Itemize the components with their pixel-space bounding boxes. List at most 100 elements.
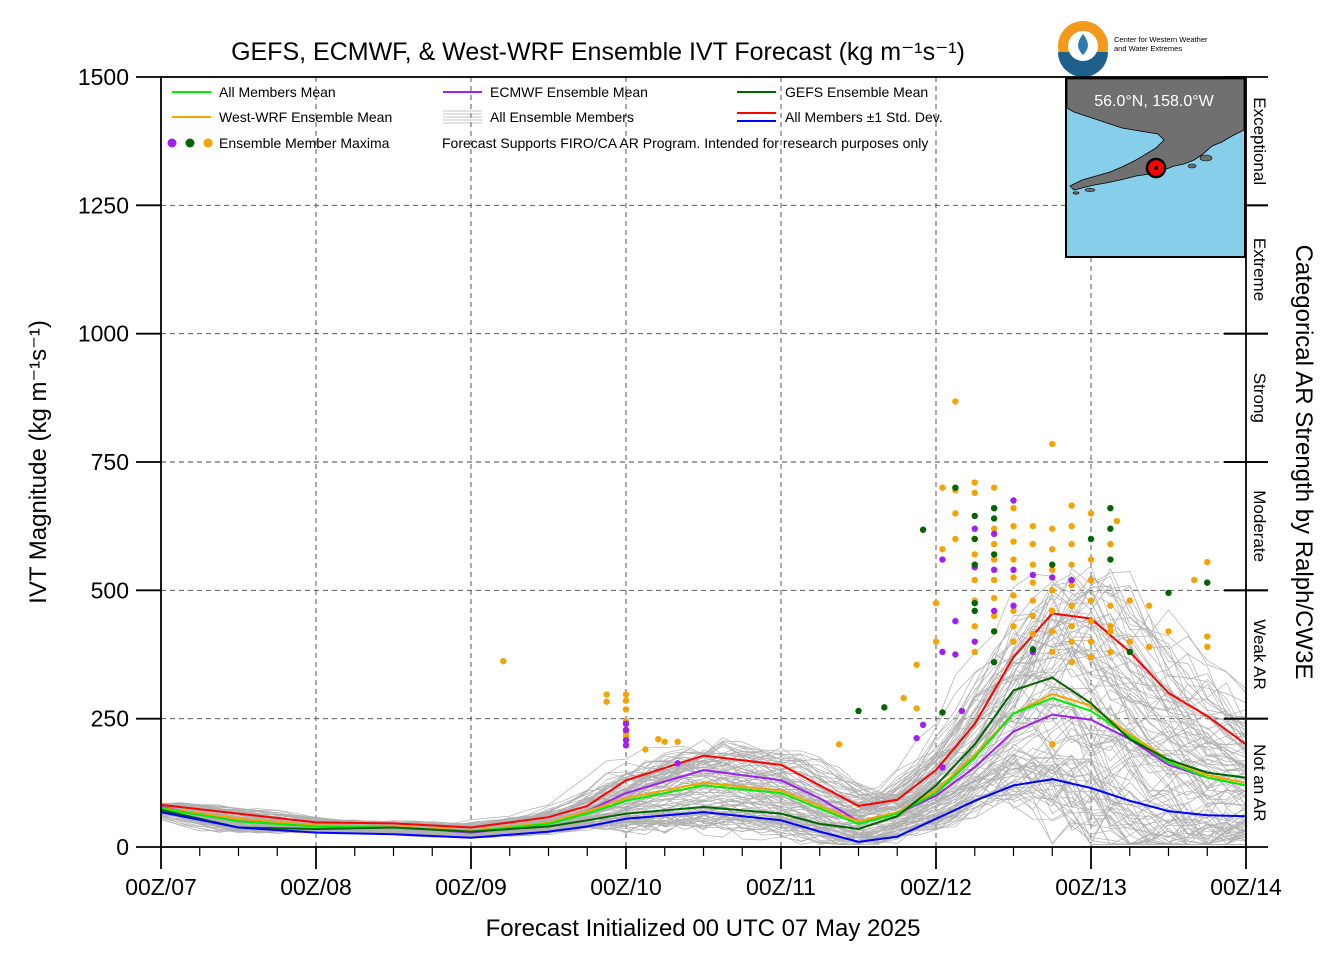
maxima-point-ecmwf (913, 734, 920, 742)
maxima-point-westwrf (1049, 648, 1056, 656)
maxima-point-westwrf (1029, 579, 1037, 586)
maxima-point-westwrf (1165, 628, 1172, 635)
maxima-point-westwrf (1068, 502, 1075, 509)
maxima-point-westwrf (971, 576, 978, 584)
maxima-point-westwrf (1107, 602, 1114, 609)
maxima-point-westwrf (1068, 582, 1075, 589)
maxima-point-westwrf (1010, 522, 1017, 530)
maxima-point-gefs (939, 709, 946, 716)
maxima-point-ecmwf (1049, 574, 1056, 581)
maxima-point-ecmwf (952, 651, 959, 658)
maxima-point-westwrf (1068, 561, 1075, 568)
inset-map: 56.0°N, 158.0°W (1065, 77, 1246, 258)
maxima-point-westwrf (990, 576, 998, 584)
maxima-point-westwrf (655, 736, 662, 743)
x-tick-label: 00Z/13 (1055, 874, 1127, 900)
legend-swatch-maxima-westwrf (203, 138, 213, 148)
maxima-point-westwrf (1010, 538, 1017, 545)
y-axis-title: IVT Magnitude (kg m⁻¹s⁻¹) (25, 320, 52, 604)
maxima-point-westwrf (1145, 602, 1153, 609)
maxima-point-westwrf (1029, 540, 1037, 548)
series-lines (160, 612, 1247, 843)
logo-text-line2: and Water Extremes (1114, 44, 1182, 53)
y-tick-label: 1000 (78, 321, 129, 347)
legend-gefs-mean: GEFS Ensemble Mean (785, 84, 928, 100)
maxima-point-ecmwf (622, 720, 630, 727)
maxima-point-westwrf (1087, 653, 1095, 661)
maxima-point-westwrf (971, 479, 978, 486)
member-line (160, 585, 1247, 827)
series-all-members-1-std-dev (160, 778, 1247, 843)
maxima-point-gefs (1204, 579, 1211, 586)
category-label: Moderate (1250, 490, 1269, 562)
maxima-point-westwrf (932, 599, 940, 607)
maxima-point-westwrf (1107, 648, 1114, 656)
maxima-point-ecmwf (990, 530, 998, 538)
x-axis-title: Forecast Initialized 00 UTC 07 May 2025 (486, 915, 921, 942)
maxima-point-westwrf (622, 697, 630, 704)
member-line (160, 652, 1247, 830)
maxima-point-westwrf (990, 484, 998, 491)
maxima-point-westwrf (1049, 607, 1056, 615)
maxima-point-gefs (990, 628, 998, 635)
maxima-point-westwrf (1049, 440, 1056, 448)
maxima-point-gefs (971, 599, 978, 607)
chart-title: GEFS, ECMWF, & West-WRF Ensemble IVT For… (231, 38, 965, 66)
legend-all-members: All Ensemble Members (490, 109, 634, 125)
maxima-point-westwrf (990, 540, 998, 548)
maxima-point-ecmwf (674, 760, 681, 767)
maxima-point-westwrf (1029, 612, 1037, 620)
member-line (160, 625, 1247, 828)
logo-text-line1: Center for Western Weather (1114, 35, 1208, 44)
maxima-point-westwrf (622, 706, 630, 713)
maxima-point-westwrf (674, 738, 681, 745)
maxima-point-westwrf (642, 746, 649, 753)
maxima-point-westwrf (622, 691, 630, 698)
maxima-point-ecmwf (622, 737, 630, 744)
maxima-point-ecmwf (939, 556, 946, 563)
maxima-point-westwrf (1010, 574, 1017, 581)
maxima-point-westwrf (1029, 597, 1037, 604)
maxima-point-westwrf (1010, 556, 1017, 563)
category-label: Not an AR (1250, 744, 1269, 822)
series-gefs-ensemble-mean (160, 676, 1247, 833)
member-line (160, 615, 1247, 829)
maxima-point-westwrf (971, 489, 978, 496)
maxima-point-westwrf (939, 546, 946, 553)
ensemble-maxima (500, 398, 1211, 771)
maxima-point-ecmwf (971, 638, 978, 645)
x-tick-label: 00Z/11 (746, 874, 816, 900)
location-marker-center (1154, 166, 1158, 170)
water-drop-icon (1078, 34, 1088, 55)
maxima-point-ecmwf (939, 648, 946, 656)
member-line (160, 623, 1247, 830)
category-labels: Exceptional Extreme Strong Moderate Weak AR N… (1250, 97, 1269, 821)
maxima-point-gefs (990, 551, 998, 558)
maxima-point-westwrf (1087, 556, 1095, 563)
legend-note: Forecast Supports FIRO/CA AR Program. In… (442, 135, 928, 151)
maxima-point-ecmwf (622, 726, 630, 734)
maxima-point-gefs (1107, 505, 1114, 512)
x-tick-label: 00Z/09 (435, 874, 507, 900)
maxima-point-westwrf (1010, 607, 1017, 615)
y-tick-label: 500 (91, 577, 129, 603)
maxima-point-gefs (1126, 648, 1133, 656)
maxima-point-westwrf (971, 623, 978, 630)
maxima-point-gefs (881, 704, 888, 711)
maxima-point-westwrf (1010, 592, 1017, 599)
maxima-point-gefs (990, 515, 998, 522)
maxima-point-gefs (971, 512, 978, 520)
maxima-point-ecmwf (990, 607, 998, 615)
maxima-point-westwrf (835, 741, 843, 748)
maxima-point-westwrf (932, 638, 940, 645)
maxima-point-westwrf (1049, 628, 1056, 635)
maxima-point-gefs (952, 484, 959, 491)
maxima-point-ecmwf (1010, 602, 1017, 609)
maxima-point-westwrf (952, 510, 959, 517)
maxima-point-gefs (1107, 556, 1114, 563)
maxima-point-westwrf (1049, 741, 1056, 748)
maxima-point-westwrf (1068, 659, 1075, 666)
inset-map-land (1066, 78, 1245, 191)
maxima-point-westwrf (1029, 522, 1037, 530)
legend-maxima: Ensemble Member Maxima (219, 135, 390, 151)
